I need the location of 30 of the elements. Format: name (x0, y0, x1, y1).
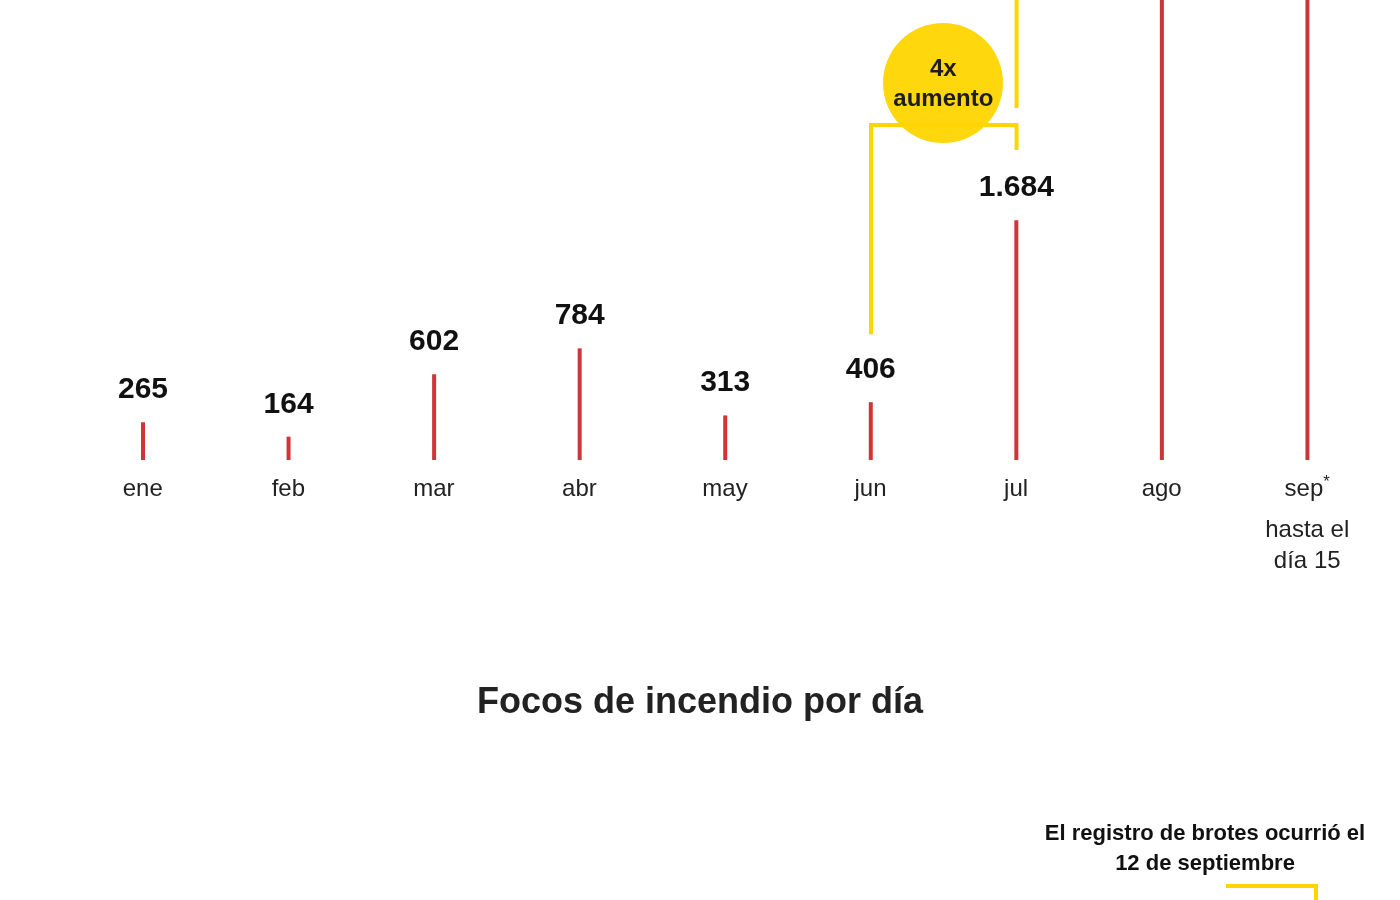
bar (141, 422, 145, 460)
x-tick-label: ago (1141, 474, 1182, 501)
bar (286, 436, 291, 460)
x-tick-label: jul (1003, 474, 1029, 501)
x-tick-label: sep$^{*}$ (1284, 471, 1331, 501)
x-tick-label: jun (853, 474, 887, 501)
bar (1159, 0, 1164, 460)
circle-badge: 4x aumento (883, 23, 1004, 143)
x-tick-label: abr (562, 474, 597, 501)
data-label: 313 (700, 364, 751, 398)
bar (868, 402, 873, 460)
data-label: 406 (845, 351, 896, 385)
text: hasta el día 15 (1264, 514, 1351, 575)
data-label: 164 (263, 385, 314, 419)
data-label: 265 (117, 371, 169, 405)
data-label: 784 (554, 297, 605, 331)
data-label: 602 (409, 323, 460, 357)
x-tick-label: mar (413, 474, 455, 501)
x-tick-label: feb (271, 474, 306, 501)
bar (1305, 0, 1310, 460)
bar (723, 415, 728, 460)
text: Focos de incendio por día (475, 680, 925, 722)
x-tick-label: may (702, 474, 748, 501)
bar (577, 348, 582, 460)
bar (432, 374, 437, 460)
text: El registro de brotes ocurrió el 12 de septiembre (1043, 819, 1367, 877)
data-label: 1.684 (978, 169, 1055, 203)
annotation: 4x aumento (893, 53, 994, 113)
bar (1014, 220, 1019, 460)
x-tick-label: ene (122, 474, 163, 501)
